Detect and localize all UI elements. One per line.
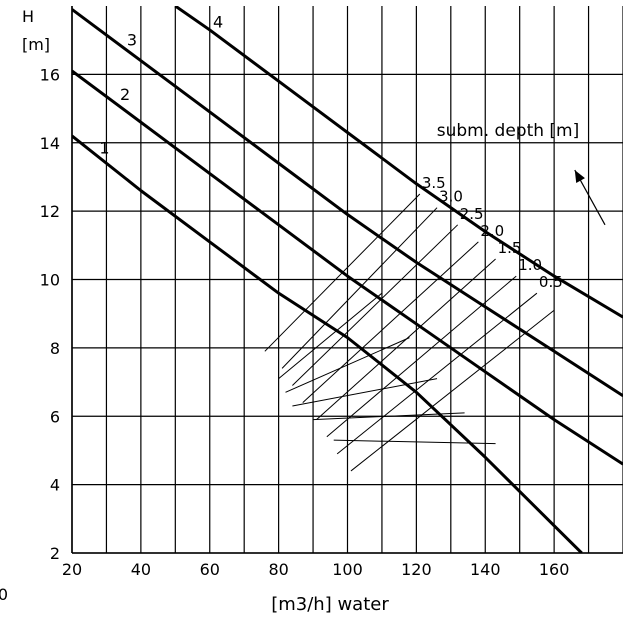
submergence-depth-label: 0.5 <box>539 273 563 291</box>
pump-curve-4 <box>174 6 623 319</box>
submergence-depth-label: 3.0 <box>439 188 463 206</box>
chart-labels: H [m] [m3/h] water subm. depth [m] 0 20 4… <box>0 7 579 615</box>
pump-curves <box>72 6 623 553</box>
curve-label-4: 4 <box>213 13 223 32</box>
x-tick-label: 100 <box>332 560 363 579</box>
submergence-line <box>281 207 438 369</box>
y-tick-label: 16 <box>40 65 60 84</box>
y-tick-label: 2 <box>50 544 60 563</box>
x-axis-title: [m3/h] water <box>271 594 389 615</box>
grid-lines <box>71 6 623 554</box>
submergence-depth-label: 1.5 <box>498 239 522 257</box>
submergence-title: subm. depth [m] <box>437 121 580 141</box>
curve-label-3: 3 <box>127 31 137 50</box>
y-tick-label: 8 <box>50 339 60 358</box>
y-tick-label: 12 <box>40 202 60 221</box>
x-tick-label: 80 <box>268 560 288 579</box>
submergence-arrowhead <box>574 170 585 184</box>
curve-label-1: 1 <box>99 138 109 157</box>
submergence-depth-label: 2.0 <box>480 222 504 240</box>
y-axis-unit: [m] <box>22 35 50 54</box>
left-corner-mark: 0 <box>0 585 8 604</box>
pump-curve-3 <box>72 8 623 397</box>
x-tick-label: 60 <box>200 560 220 579</box>
submergence-cross-line <box>285 337 410 393</box>
y-tick-label: 6 <box>50 407 60 426</box>
submergence-line <box>350 309 555 472</box>
pump-curve-2 <box>72 69 623 466</box>
y-tick-label: 4 <box>50 476 60 495</box>
submergence-line <box>302 241 479 403</box>
submergence-cross-line <box>278 292 383 380</box>
submergence-line <box>292 224 459 386</box>
x-tick-label: 20 <box>62 560 82 579</box>
submergence-line <box>326 275 517 438</box>
submergence-line <box>336 292 538 455</box>
submergence-depth-label: 3.5 <box>422 174 446 192</box>
x-tick-label: 160 <box>539 560 570 579</box>
y-axis-title: H <box>22 7 34 26</box>
submergence-depth-label: 2.5 <box>460 205 484 223</box>
y-tick-label: 14 <box>40 134 60 153</box>
x-tick-label: 40 <box>131 560 151 579</box>
submergence-cross-line <box>292 378 438 407</box>
curve-label-2: 2 <box>120 85 130 104</box>
pump-curve-1 <box>72 134 583 553</box>
x-tick-label: 140 <box>470 560 501 579</box>
x-tick-label: 120 <box>401 560 432 579</box>
submergence-depth-label: 1.0 <box>518 256 542 274</box>
y-tick-label: 10 <box>40 271 60 290</box>
